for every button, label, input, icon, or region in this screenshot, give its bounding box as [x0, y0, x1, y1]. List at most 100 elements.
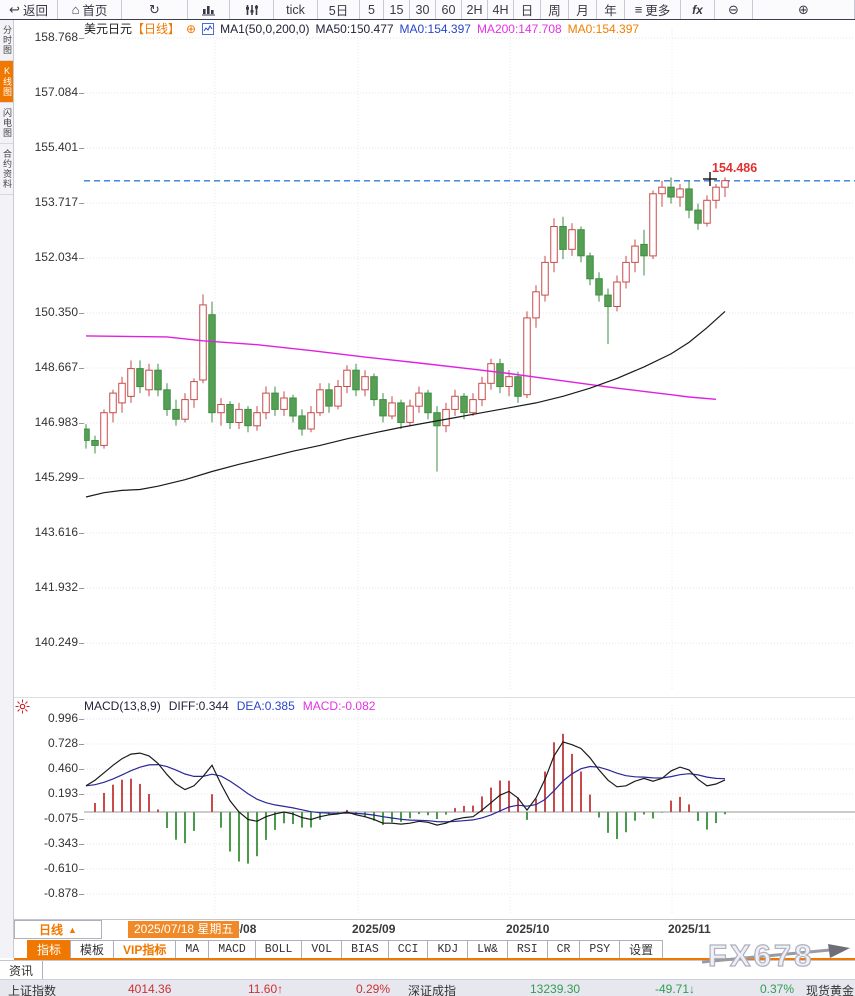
price-axis-tick — [79, 148, 84, 149]
indicator-tab-bias[interactable]: BIAS — [341, 940, 389, 958]
toolbar-button-fx-functions[interactable]: fx — [681, 0, 715, 19]
indicator-tab-模板[interactable]: 模板 — [70, 940, 115, 958]
left-sidebar: 分时图 K线图 闪电图 合约资料 — [0, 20, 14, 958]
indicator-tab-vip指标[interactable]: VIP指标 — [113, 940, 177, 958]
toolbar-button-chart-type[interactable] — [188, 0, 230, 19]
toolbar-button-min-60[interactable]: 60 — [436, 0, 462, 19]
news-row: 资讯 — [0, 960, 855, 980]
price-axis-tick — [79, 38, 84, 39]
macd-axis-tick — [79, 743, 84, 745]
toolbar-button-5-day[interactable]: 5日 — [318, 0, 360, 19]
period-tag: 【日线】 — [132, 22, 181, 36]
home-icon: ⌂ — [71, 2, 80, 17]
date-axis-label: 2025/10 — [506, 922, 550, 936]
macd-axis-label: 0.728 — [47, 735, 78, 750]
price-axis-label: 148.667 — [34, 360, 78, 375]
toolbar-button-min-30[interactable]: 30 — [410, 0, 436, 19]
sidebar-tab-4[interactable]: 合约资料 — [0, 144, 13, 195]
macd-axis-tick — [79, 894, 84, 896]
indicator-tab-macd[interactable]: MACD — [208, 940, 256, 958]
indicator-tab-cr[interactable]: CR — [546, 940, 581, 958]
indicator-tab-cci[interactable]: CCI — [387, 940, 429, 958]
toolbar-button-back[interactable]: ↩ 返回 — [0, 0, 58, 19]
toolbar-label: 年 — [604, 4, 617, 18]
indicator-tab-vol[interactable]: VOL — [301, 940, 343, 958]
refresh-icon: ↻ — [149, 2, 160, 17]
price-axis-tick — [79, 93, 84, 95]
ma-settings-label: MA1(50,0,200,0) — [220, 21, 310, 36]
toolbar-label: 周 — [548, 4, 561, 18]
toolbar-button-home[interactable]: ⌂ 首页 — [58, 0, 122, 19]
indicator-tab-kdj[interactable]: KDJ — [427, 940, 469, 958]
news-tab[interactable]: 资讯 — [0, 961, 43, 980]
toolbar-label: tick — [286, 2, 305, 17]
toolbar-button-tick[interactable]: tick — [274, 0, 318, 19]
ma50-value: MA50:150.477 — [315, 21, 394, 36]
macd-diff-value: DIFF:0.344 — [168, 699, 229, 713]
price-axis-label: 152.034 — [34, 250, 78, 264]
toolbar-button-weekly[interactable]: 周 — [541, 0, 569, 19]
toolbar-button-indicator-settings[interactable] — [230, 0, 274, 19]
macd-axis-label: -0.610 — [43, 861, 78, 875]
zoom-in-icon: ⊕ — [798, 2, 809, 17]
ticker-item: 深证成指 — [408, 984, 457, 996]
toolbar-button-zoom-in[interactable]: ⊕ — [753, 0, 855, 19]
toolbar-button-more[interactable]: ≡ 更多 — [625, 0, 681, 19]
price-axis-label: 146.983 — [34, 415, 78, 430]
macd-chart-canvas[interactable] — [84, 702, 855, 914]
sidebar-tab-2[interactable]: K线图 — [0, 61, 13, 103]
period-dropdown-button[interactable]: 日线 ▲ — [14, 920, 102, 939]
toolbar-button-zoom-out[interactable]: ⊖ — [715, 0, 753, 19]
date-tooltip: 2025/07/18 星期五 — [128, 921, 240, 938]
ticker-item: 0.29% — [356, 982, 391, 996]
toolbar-label: 15 — [389, 2, 404, 17]
price-axis-label: 155.401 — [34, 140, 78, 154]
macd-axis-label: -0.343 — [43, 836, 78, 851]
toolbar-label: 5 — [368, 2, 375, 17]
indicator-tab-设置[interactable]: 设置 — [619, 940, 664, 958]
index-ticker-bar[interactable]: 上证指数 4014.36 11.60↑ 0.29% 深证成指 13239.30 -49.71… — [0, 979, 855, 996]
indicator-tab-ma[interactable]: MA — [175, 940, 210, 958]
ticker-item: 13239.30 — [530, 982, 581, 996]
toolbar-button-min-15[interactable]: 15 — [384, 0, 410, 19]
toolbar-button-refresh[interactable]: ↻ — [122, 0, 188, 19]
price-axis-label: 141.932 — [34, 580, 78, 595]
toolbar-button-monthly[interactable]: 月 — [569, 0, 597, 19]
indicator-tab-lw&[interactable]: LW& — [467, 940, 508, 958]
indicator-tab-rsi[interactable]: RSI — [506, 940, 548, 958]
toolbar-button-min-5[interactable]: 5 — [360, 0, 384, 19]
expand-icon[interactable]: ⊕ — [186, 21, 197, 36]
mini-chart-icon — [202, 22, 215, 35]
toolbar-label: 月 — [576, 4, 589, 18]
indicator-tab-指标[interactable]: 指标 — [27, 940, 72, 958]
ma200-value: MA200:147.708 — [476, 21, 562, 36]
tab-bar-filler — [663, 940, 855, 958]
macd-settings-icon[interactable] — [15, 699, 30, 719]
indicator-tab-psy[interactable]: PSY — [579, 940, 621, 958]
date-axis-label: 2025/11 — [668, 922, 711, 936]
price-axis-tick — [79, 368, 84, 370]
instrument-title: 美元日元 — [84, 22, 133, 36]
toolbar-button-yearly[interactable]: 年 — [597, 0, 625, 19]
top-toolbar: ↩ 返回 ⌂ 首页 ↻ tick 5日 5 15 30 60 2H 4H 日周 月 年 ≡ 更多 fx ⊖ ⊕ — [0, 0, 855, 20]
toolbar-button-hour-4[interactable]: 4H — [488, 0, 514, 19]
main-chart-canvas[interactable] — [84, 28, 855, 690]
price-axis-label: 145.299 — [34, 470, 78, 485]
ticker-item: 上证指数 — [8, 984, 57, 996]
macd-axis-tick — [79, 819, 84, 820]
ma0-orange-value: MA0:154.397 — [567, 21, 640, 36]
indicator-tab-boll[interactable]: BOLL — [254, 940, 303, 958]
sidebar-tab-3[interactable]: 闪电图 — [0, 103, 13, 144]
sliders-icon — [245, 4, 258, 15]
triangle-up-icon: ▲ — [68, 924, 77, 935]
macd-axis-label: 0.460 — [47, 761, 78, 775]
sidebar-tab-1[interactable]: 分时图 — [0, 20, 13, 61]
macd-axis-tick — [79, 844, 84, 846]
toolbar-button-daily[interactable]: 日 — [514, 0, 541, 19]
toolbar-button-hour-2[interactable]: 2H — [462, 0, 488, 19]
zoom-out-icon: ⊖ — [728, 2, 739, 17]
price-axis-label: 158.768 — [34, 30, 78, 44]
macd-header: MACD(13,8,9) DIFF:0.344 DEA:0.385 MACD:-… — [84, 699, 375, 713]
macd-axis-label: -0.075 — [43, 811, 78, 825]
price-axis-tick — [79, 203, 84, 205]
